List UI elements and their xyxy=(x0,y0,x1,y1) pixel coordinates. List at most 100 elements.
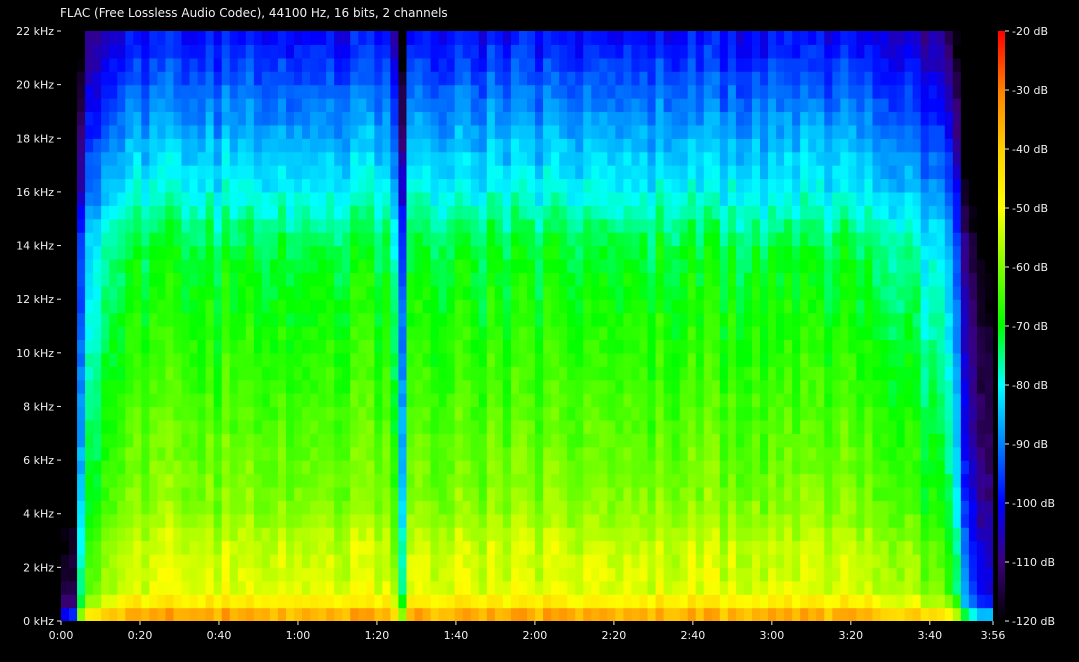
heatmap-cell xyxy=(173,165,183,180)
heatmap-cell xyxy=(695,124,705,139)
heatmap-cell xyxy=(896,446,906,461)
heatmap-cell xyxy=(920,124,930,139)
heatmap-cell xyxy=(205,580,215,595)
heatmap-cell xyxy=(478,406,488,421)
heatmap-cell xyxy=(864,527,874,542)
heatmap-cell xyxy=(575,500,584,515)
heatmap-cell xyxy=(133,352,142,367)
heatmap-cell xyxy=(888,379,898,394)
heatmap-cell xyxy=(751,124,761,139)
heatmap-cell xyxy=(559,419,568,434)
heatmap-cell xyxy=(968,594,978,609)
heatmap-cell xyxy=(213,57,223,72)
heatmap-cell xyxy=(462,580,472,595)
heatmap-cell xyxy=(486,339,496,354)
heatmap-cell xyxy=(221,98,231,113)
heatmap-cell xyxy=(69,513,78,528)
heatmap-cell xyxy=(639,178,649,193)
heatmap-cell xyxy=(920,71,930,86)
heatmap-cell xyxy=(816,57,825,72)
heatmap-cell xyxy=(133,433,142,448)
heatmap-cell xyxy=(318,138,327,153)
heatmap-cell xyxy=(261,352,271,367)
heatmap-cell xyxy=(792,366,801,381)
heatmap-cell xyxy=(784,540,793,555)
heatmap-cell xyxy=(237,553,247,568)
heatmap-cell xyxy=(117,84,126,99)
heatmap-cell xyxy=(181,567,191,582)
heatmap-cell xyxy=(157,366,167,381)
heatmap-cell xyxy=(382,111,392,126)
heatmap-cell xyxy=(832,513,841,528)
heatmap-cell xyxy=(639,124,649,139)
heatmap-cell xyxy=(462,111,472,126)
heatmap-cell xyxy=(639,513,649,528)
heatmap-cell xyxy=(599,205,608,220)
heatmap-cell xyxy=(269,312,279,327)
heatmap-cell xyxy=(792,326,801,341)
heatmap-cell xyxy=(808,594,817,609)
heatmap-cell xyxy=(551,473,560,488)
heatmap-cell xyxy=(567,352,576,367)
heatmap-cell xyxy=(824,124,833,139)
heatmap-cell xyxy=(422,366,432,381)
heatmap-cell xyxy=(269,594,279,609)
heatmap-cell xyxy=(133,124,142,139)
heatmap-cell xyxy=(197,553,207,568)
heatmap-cell xyxy=(776,486,785,501)
heatmap-cell xyxy=(599,567,608,582)
heatmap-cell xyxy=(109,57,118,72)
heatmap-cell xyxy=(735,567,745,582)
heatmap-cell xyxy=(567,165,576,180)
heatmap-cell xyxy=(93,44,102,59)
heatmap-cell xyxy=(189,191,199,206)
heatmap-cell xyxy=(173,486,183,501)
heatmap-cell xyxy=(888,98,898,113)
heatmap-cell xyxy=(141,312,150,327)
heatmap-cell xyxy=(768,580,777,595)
heatmap-cell xyxy=(478,460,488,475)
heatmap-cell xyxy=(294,299,303,314)
heatmap-cell xyxy=(808,513,817,528)
heatmap-cell xyxy=(679,84,689,99)
heatmap-cell xyxy=(85,245,94,260)
heatmap-cell xyxy=(189,312,199,327)
heatmap-cell xyxy=(719,111,729,126)
heatmap-cell xyxy=(768,473,777,488)
heatmap-cell xyxy=(824,446,833,461)
heatmap-cell xyxy=(494,31,504,46)
heatmap-cell xyxy=(872,580,882,595)
heatmap-cell xyxy=(117,98,126,113)
heatmap-cell xyxy=(559,607,568,621)
heatmap-cell xyxy=(776,473,785,488)
heatmap-cell xyxy=(109,232,118,247)
heatmap-cell xyxy=(776,31,785,46)
heatmap-cell xyxy=(366,31,375,46)
heatmap-cell xyxy=(816,433,825,448)
heatmap-cell xyxy=(326,500,335,515)
heatmap-cell xyxy=(944,500,954,515)
heatmap-cell xyxy=(952,540,962,555)
heatmap-cell xyxy=(398,245,408,260)
heatmap-cell xyxy=(591,339,600,354)
heatmap-cell xyxy=(430,486,440,501)
heatmap-cell xyxy=(896,473,906,488)
heatmap-cell xyxy=(486,473,496,488)
heatmap-cell xyxy=(93,419,102,434)
heatmap-cell xyxy=(318,205,327,220)
heatmap-cell xyxy=(486,513,496,528)
heatmap-cell xyxy=(735,272,745,287)
heatmap-cell xyxy=(510,460,520,475)
heatmap-cell xyxy=(671,446,681,461)
heatmap-cell xyxy=(880,594,890,609)
heatmap-cell xyxy=(101,339,110,354)
heatmap-cell xyxy=(655,339,665,354)
heatmap-cell xyxy=(414,419,424,434)
heatmap-cell xyxy=(61,191,70,206)
heatmap-cell xyxy=(912,191,922,206)
heatmap-cell xyxy=(735,258,745,273)
heatmap-cell xyxy=(679,138,689,153)
heatmap-cell xyxy=(398,393,408,408)
heatmap-cell xyxy=(591,473,600,488)
heatmap-cell xyxy=(269,607,279,621)
